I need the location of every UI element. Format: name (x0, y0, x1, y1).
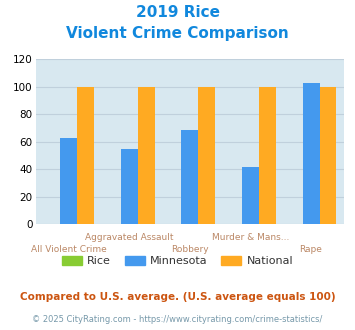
Bar (121, 149, 138, 224)
Bar (198, 87, 215, 224)
Bar (138, 87, 155, 224)
Text: Aggravated Assault: Aggravated Assault (85, 233, 174, 242)
Bar (259, 87, 276, 224)
Legend: Rice, Minnesota, National: Rice, Minnesota, National (57, 251, 298, 271)
Text: Compared to U.S. average. (U.S. average equals 100): Compared to U.S. average. (U.S. average … (20, 292, 335, 302)
Bar (242, 167, 259, 224)
Text: 2019 Rice: 2019 Rice (136, 5, 219, 20)
Text: Robbery: Robbery (171, 245, 209, 254)
Bar (60, 138, 77, 224)
Text: © 2025 CityRating.com - https://www.cityrating.com/crime-statistics/: © 2025 CityRating.com - https://www.city… (32, 315, 323, 324)
Text: Rape: Rape (300, 245, 322, 254)
Text: All Violent Crime: All Violent Crime (31, 245, 107, 254)
Bar (320, 87, 337, 224)
Text: Violent Crime Comparison: Violent Crime Comparison (66, 26, 289, 41)
Bar (181, 129, 198, 224)
Bar (77, 87, 94, 224)
Bar (302, 83, 320, 224)
Text: Murder & Mans...: Murder & Mans... (212, 233, 289, 242)
